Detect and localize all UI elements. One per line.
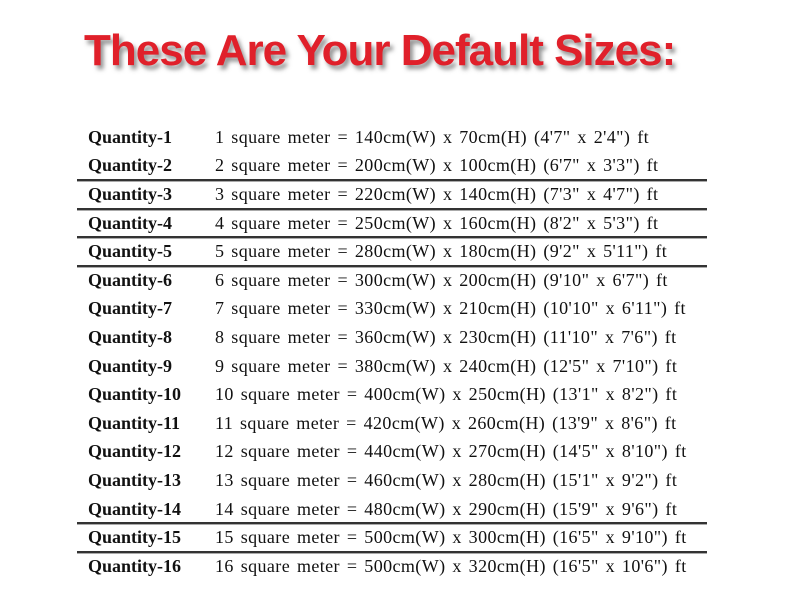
table-row: Quantity-4 4 square meter = 250cm(W) x 16… xyxy=(77,209,722,238)
table-row: Quantity-12 12 square meter = 440cm(W) x … xyxy=(77,438,722,467)
quantity-label: Quantity-4 xyxy=(88,212,173,233)
quantity-label: Quantity-12 xyxy=(88,441,182,462)
table-row: Quantity-11 11 square meter = 420cm(W) x … xyxy=(77,409,722,438)
quantity-label: Quantity-5 xyxy=(88,241,173,262)
size-description: 3 square meter = 220cm(W) x 140cm(H) (7'… xyxy=(215,183,659,204)
quantity-label: Quantity-10 xyxy=(88,384,182,405)
size-description: 9 square meter = 380cm(W) x 240cm(H) (12… xyxy=(215,355,678,376)
table-row: Quantity-13 13 square meter = 460cm(W) x … xyxy=(77,466,722,495)
size-description: 11 square meter = 420cm(W) x 260cm(H) (1… xyxy=(215,412,677,433)
quantity-label: Quantity-13 xyxy=(88,469,182,490)
size-description: 13 square meter = 460cm(W) x 280cm(H) (1… xyxy=(215,469,678,490)
quantity-label: Quantity-16 xyxy=(88,555,182,576)
quantity-label: Quantity-14 xyxy=(88,498,182,519)
table-row: Quantity-2 2 square meter = 200cm(W) x 10… xyxy=(77,152,722,181)
table-row: Quantity-7 7 square meter = 330cm(W) x 21… xyxy=(77,295,722,324)
size-description: 10 square meter = 400cm(W) x 250cm(H) (1… xyxy=(215,384,678,405)
quantity-label: Quantity-11 xyxy=(88,412,181,433)
table-row: Quantity-16 16 square meter = 500cm(W) x … xyxy=(77,552,722,581)
size-description: 4 square meter = 250cm(W) x 160cm(H) (8'… xyxy=(215,212,659,233)
size-description: 14 square meter = 480cm(W) x 290cm(H) (1… xyxy=(215,498,678,519)
quantity-label: Quantity-7 xyxy=(88,298,173,319)
sizes-table: Quantity-1 1 square meter = 140cm(W) x 70… xyxy=(77,123,722,581)
table-row: Quantity-5 5 square meter = 280cm(W) x 18… xyxy=(77,237,722,267)
table-row: Quantity-15 15 square meter = 500cm(W) x … xyxy=(77,523,722,553)
size-description: 15 square meter = 500cm(W) x 300cm(H) (1… xyxy=(215,527,687,548)
table-row: Quantity-14 14 square meter = 480cm(W) x … xyxy=(77,495,722,524)
quantity-label: Quantity-1 xyxy=(88,126,173,147)
quantity-label: Quantity-9 xyxy=(88,355,173,376)
table-row: Quantity-1 1 square meter = 140cm(W) x 70… xyxy=(77,123,722,152)
quantity-label: Quantity-6 xyxy=(88,269,173,290)
size-description: 1 square meter = 140cm(W) x 70cm(H) (4'7… xyxy=(215,126,650,147)
table-row: Quantity-3 3 square meter = 220cm(W) x 14… xyxy=(77,180,722,210)
size-description: 5 square meter = 280cm(W) x 180cm(H) (9'… xyxy=(215,241,668,262)
quantity-label: Quantity-8 xyxy=(88,326,173,347)
size-description: 12 square meter = 440cm(W) x 270cm(H) (1… xyxy=(215,441,687,462)
table-row: Quantity-8 8 square meter = 360cm(W) x 23… xyxy=(77,323,722,352)
table-row: Quantity-10 10 square meter = 400cm(W) x … xyxy=(77,380,722,409)
quantity-label: Quantity-3 xyxy=(88,183,173,204)
table-row: Quantity-9 9 square meter = 380cm(W) x 24… xyxy=(77,352,722,381)
size-description: 8 square meter = 360cm(W) x 230cm(H) (11… xyxy=(215,326,677,347)
size-description: 16 square meter = 500cm(W) x 320cm(H) (1… xyxy=(215,555,687,576)
size-description: 6 square meter = 300cm(W) x 200cm(H) (9'… xyxy=(215,269,668,290)
quantity-label: Quantity-15 xyxy=(88,527,182,548)
size-description: 2 square meter = 200cm(W) x 100cm(H) (6'… xyxy=(215,155,659,176)
size-description: 7 square meter = 330cm(W) x 210cm(H) (10… xyxy=(215,298,686,319)
page-title: These Are Your Default Sizes: xyxy=(84,26,676,75)
table-row: Quantity-6 6 square meter = 300cm(W) x 20… xyxy=(77,266,722,295)
quantity-label: Quantity-2 xyxy=(88,155,173,176)
